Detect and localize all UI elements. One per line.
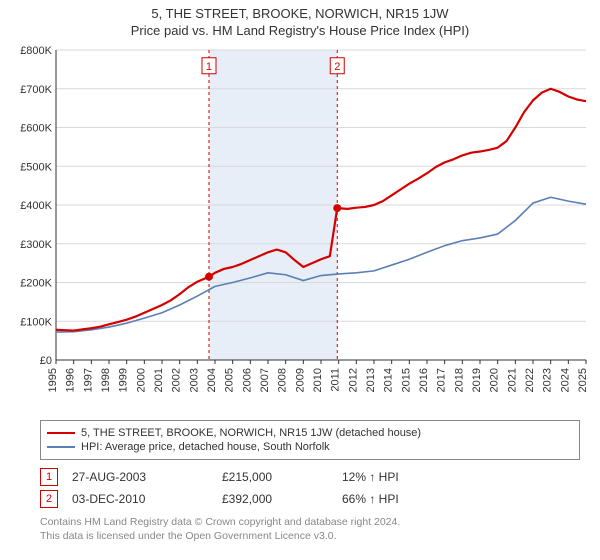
marker-date: 27-AUG-2003 (72, 470, 222, 484)
svg-text:2007: 2007 (259, 368, 271, 392)
svg-text:2021: 2021 (506, 368, 518, 392)
svg-text:£700K: £700K (20, 84, 52, 96)
svg-text:£600K: £600K (20, 123, 52, 135)
svg-text:2006: 2006 (241, 368, 253, 392)
marker-change: 66% ↑ HPI (342, 492, 462, 506)
legend-item: HPI: Average price, detached house, Sout… (47, 441, 573, 453)
chart-plot: £0 £100K £200K £300K £400K £500K £600K £700K £80… (10, 44, 590, 414)
svg-text:2017: 2017 (436, 368, 448, 392)
svg-text:2019: 2019 (471, 368, 483, 392)
svg-text:2: 2 (334, 61, 340, 73)
svg-text:2023: 2023 (542, 368, 554, 392)
footer-line-2: This data is licensed under the Open Gov… (40, 530, 580, 544)
svg-text:1999: 1999 (118, 368, 130, 392)
svg-text:2016: 2016 (418, 368, 430, 392)
marker-change: 12% ↑ HPI (342, 470, 462, 484)
svg-text:2020: 2020 (489, 368, 501, 392)
svg-text:2008: 2008 (277, 368, 289, 392)
marker-price: £215,000 (222, 470, 342, 484)
legend-swatch (47, 446, 75, 448)
svg-text:2013: 2013 (365, 368, 377, 392)
chart-title-line2: Price paid vs. HM Land Registry's House … (10, 23, 590, 38)
svg-text:2014: 2014 (383, 368, 395, 392)
svg-text:£500K: £500K (20, 161, 52, 173)
svg-text:2005: 2005 (224, 368, 236, 392)
footer-line-1: Contains HM Land Registry data © Crown c… (40, 516, 580, 530)
svg-text:2002: 2002 (171, 368, 183, 392)
svg-text:2010: 2010 (312, 368, 324, 392)
svg-text:£200K: £200K (20, 278, 52, 290)
svg-text:£100K: £100K (20, 316, 52, 328)
svg-text:1: 1 (206, 61, 212, 73)
svg-text:2025: 2025 (577, 368, 589, 392)
legend-label: 5, THE STREET, BROOKE, NORWICH, NR15 1JW… (81, 427, 421, 439)
svg-text:1997: 1997 (82, 368, 94, 392)
marker-row: 2 03-DEC-2010£392,00066% ↑ HPI (40, 490, 580, 508)
svg-text:£300K: £300K (20, 239, 52, 251)
chart-footer-area: 5, THE STREET, BROOKE, NORWICH, NR15 1JW… (40, 420, 580, 543)
legend: 5, THE STREET, BROOKE, NORWICH, NR15 1JW… (40, 420, 580, 460)
svg-text:2001: 2001 (153, 368, 165, 392)
svg-text:2009: 2009 (294, 368, 306, 392)
svg-text:2012: 2012 (347, 368, 359, 392)
svg-text:£0: £0 (40, 355, 52, 367)
chart-title-line1: 5, THE STREET, BROOKE, NORWICH, NR15 1JW (10, 6, 590, 21)
chart-container: 5, THE STREET, BROOKE, NORWICH, NR15 1JW… (0, 0, 600, 560)
marker-number-box: 2 (40, 490, 58, 508)
svg-text:2024: 2024 (559, 368, 571, 392)
svg-text:1996: 1996 (65, 368, 77, 392)
legend-label: HPI: Average price, detached house, Sout… (81, 441, 330, 453)
svg-text:2018: 2018 (453, 368, 465, 392)
legend-item: 5, THE STREET, BROOKE, NORWICH, NR15 1JW… (47, 427, 573, 439)
marker-row-list: 1 27-AUG-2003£215,00012% ↑ HPI 2 03-DEC-201… (40, 468, 580, 508)
svg-text:2011: 2011 (330, 368, 342, 392)
svg-text:£400K: £400K (20, 200, 52, 212)
svg-text:2022: 2022 (524, 368, 536, 392)
svg-text:£800K: £800K (20, 45, 52, 57)
svg-text:1998: 1998 (100, 368, 112, 392)
marker-price: £392,000 (222, 492, 342, 506)
legend-swatch (47, 432, 75, 434)
svg-text:2004: 2004 (206, 368, 218, 392)
svg-text:2015: 2015 (400, 368, 412, 392)
svg-text:2000: 2000 (135, 368, 147, 392)
svg-text:2003: 2003 (188, 368, 200, 392)
svg-text:1995: 1995 (47, 368, 59, 392)
marker-row: 1 27-AUG-2003£215,00012% ↑ HPI (40, 468, 580, 486)
marker-number-box: 1 (40, 468, 58, 486)
marker-date: 03-DEC-2010 (72, 492, 222, 506)
copyright-footer: Contains HM Land Registry data © Crown c… (40, 516, 580, 543)
